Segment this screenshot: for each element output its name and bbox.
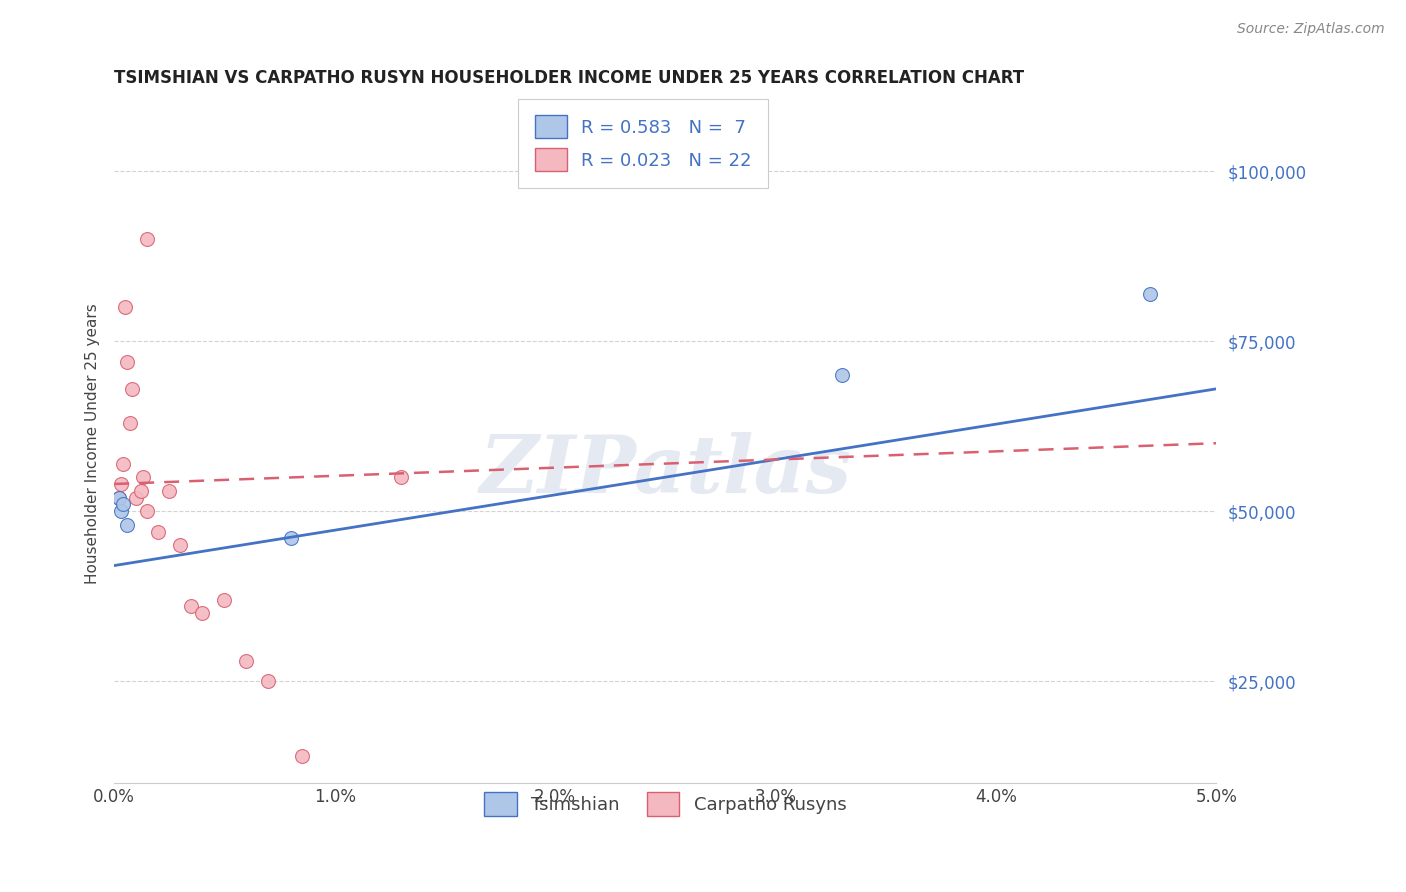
Point [110, 504, 132, 518]
Point [1139, 286, 1161, 301]
Point [180, 599, 202, 614]
Point [169, 538, 191, 552]
Point [107, 491, 129, 505]
Point [831, 368, 853, 383]
Text: TSIMSHIAN VS CARPATHO RUSYN HOUSEHOLDER INCOME UNDER 25 YEARS CORRELATION CHART: TSIMSHIAN VS CARPATHO RUSYN HOUSEHOLDER … [114, 69, 1025, 87]
Point [191, 606, 214, 620]
Point [214, 592, 236, 607]
Point [290, 748, 312, 763]
Point [136, 232, 159, 246]
Point [389, 470, 412, 484]
Legend: Tsimshian, Carpatho Rusyns: Tsimshian, Carpatho Rusyns [468, 776, 863, 832]
Point [117, 517, 139, 532]
Point [129, 483, 152, 498]
Point [280, 532, 302, 546]
Point [125, 491, 148, 505]
Text: Source: ZipAtlas.com: Source: ZipAtlas.com [1237, 22, 1385, 37]
Text: ZIPatlas: ZIPatlas [479, 432, 852, 509]
Point [114, 300, 136, 314]
Point [118, 416, 141, 430]
Y-axis label: Householder Income Under 25 years: Householder Income Under 25 years [86, 302, 100, 583]
Point [110, 477, 132, 491]
Point [257, 674, 280, 689]
Point [148, 524, 170, 539]
Point [136, 504, 159, 518]
Point [235, 654, 257, 668]
Point [111, 457, 134, 471]
Point [121, 382, 143, 396]
Point [157, 483, 180, 498]
Point [132, 470, 155, 484]
Point [117, 354, 139, 368]
Point [111, 497, 134, 511]
Point [107, 491, 129, 505]
